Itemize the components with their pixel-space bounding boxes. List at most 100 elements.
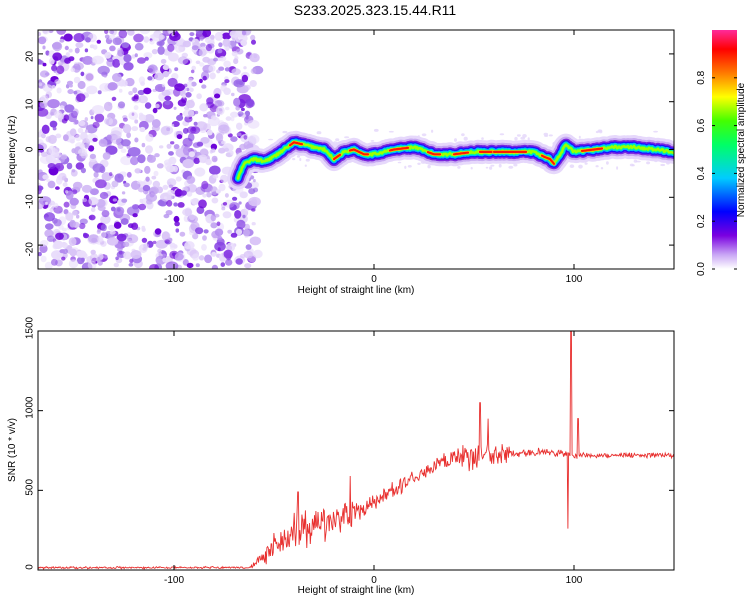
noise-speck [141, 142, 146, 148]
noise-speck [145, 193, 158, 202]
noise-speck [65, 52, 70, 57]
noise-speck [247, 119, 260, 129]
noise-speck [80, 167, 86, 174]
noise-speck [195, 263, 200, 268]
noise-speck [245, 244, 252, 250]
ridge-hot-core [332, 153, 342, 161]
noise-speck [104, 51, 112, 59]
noise-speck [152, 180, 161, 188]
chart-title: S233.2025.323.15.44.R11 [293, 2, 457, 18]
noise-speck [138, 95, 148, 104]
noise-speck [431, 129, 434, 133]
noise-speck [123, 62, 134, 71]
noise-speck [55, 232, 64, 240]
noise-speck [299, 157, 302, 162]
noise-speck [205, 44, 212, 52]
noise-speck [106, 237, 119, 246]
noise-speck [195, 227, 204, 235]
noise-speck [218, 183, 226, 192]
noise-speck [242, 214, 246, 219]
noise-speck [569, 164, 575, 168]
noise-speck [244, 84, 251, 91]
noise-speck [186, 191, 193, 197]
noise-speck [161, 89, 171, 97]
noise-speck [173, 215, 180, 223]
noise-speck [173, 106, 177, 110]
noise-speck [48, 134, 57, 144]
noise-speck [335, 138, 340, 142]
snr-xtick-label: -100 [164, 575, 184, 586]
ridge-hot-core [348, 148, 370, 156]
noise-speck [198, 255, 205, 261]
noise-speck [56, 176, 63, 185]
noise-speck [660, 163, 666, 167]
ridge-hot-core [452, 151, 470, 156]
noise-speck [499, 133, 505, 136]
noise-speck [636, 160, 641, 163]
noise-speck [43, 212, 56, 222]
noise-speck [221, 206, 226, 211]
noise-speck [175, 176, 182, 182]
noise-speck [97, 228, 101, 233]
spectrogram-xtick-label: -100 [164, 274, 184, 285]
noise-speck [137, 154, 146, 164]
noise-speck [44, 229, 54, 238]
noise-speck [185, 92, 192, 98]
noise-speck [107, 82, 118, 91]
snr-ytick-label: 1500 [25, 316, 36, 339]
spectrogram-ytick-label: 10 [25, 98, 36, 110]
noise-speck [214, 228, 224, 237]
noise-speck [92, 121, 100, 129]
noise-speck [191, 198, 200, 205]
noise-speck [84, 117, 89, 122]
noise-speck [222, 202, 228, 206]
noise-speck [247, 254, 257, 263]
noise-speck [118, 88, 123, 93]
snr-ylabel: SNR (10 * v/v) [7, 418, 18, 482]
noise-speck [72, 181, 83, 190]
noise-speck [373, 128, 379, 132]
noise-speck [73, 90, 78, 95]
noise-speck [91, 237, 97, 243]
noise-speck [123, 251, 132, 260]
noise-speck [167, 77, 178, 87]
noise-speck [83, 232, 88, 237]
noise-speck [41, 151, 48, 157]
spectrogram-ytick-label: -10 [25, 194, 36, 209]
noise-speck [239, 143, 247, 150]
noise-speck [123, 54, 132, 63]
noise-speck [113, 262, 120, 268]
noise-speck [225, 46, 230, 51]
noise-speck [181, 96, 187, 104]
noise-speck [202, 56, 211, 63]
noise-speck [578, 135, 581, 139]
noise-speck [79, 143, 86, 150]
noise-speck [45, 91, 52, 99]
spectrogram-ylabel: Frequency (Hz) [7, 116, 18, 185]
noise-speck [199, 154, 208, 164]
noise-speck [454, 138, 457, 142]
noise-speck [47, 163, 56, 169]
noise-speck [211, 251, 217, 257]
noise-speck [461, 133, 465, 137]
noise-speck [136, 180, 143, 185]
noise-speck [653, 130, 658, 133]
noise-speck [61, 242, 68, 249]
noise-speck [156, 41, 163, 46]
noise-speck [147, 65, 155, 73]
noise-speck [370, 140, 375, 142]
noise-speck [144, 114, 155, 123]
noise-speck [149, 186, 159, 195]
noise-speck [182, 208, 193, 216]
noise-speck [105, 145, 118, 155]
noise-speck [92, 137, 98, 142]
noise-speck [241, 74, 249, 83]
noise-speck [110, 206, 116, 212]
noise-speck [109, 30, 115, 35]
noise-speck [112, 198, 118, 202]
noise-speck [80, 131, 88, 141]
noise-speck [164, 239, 170, 244]
noise-speck [186, 262, 194, 269]
noise-speck [163, 214, 170, 219]
noise-speck [240, 107, 245, 112]
